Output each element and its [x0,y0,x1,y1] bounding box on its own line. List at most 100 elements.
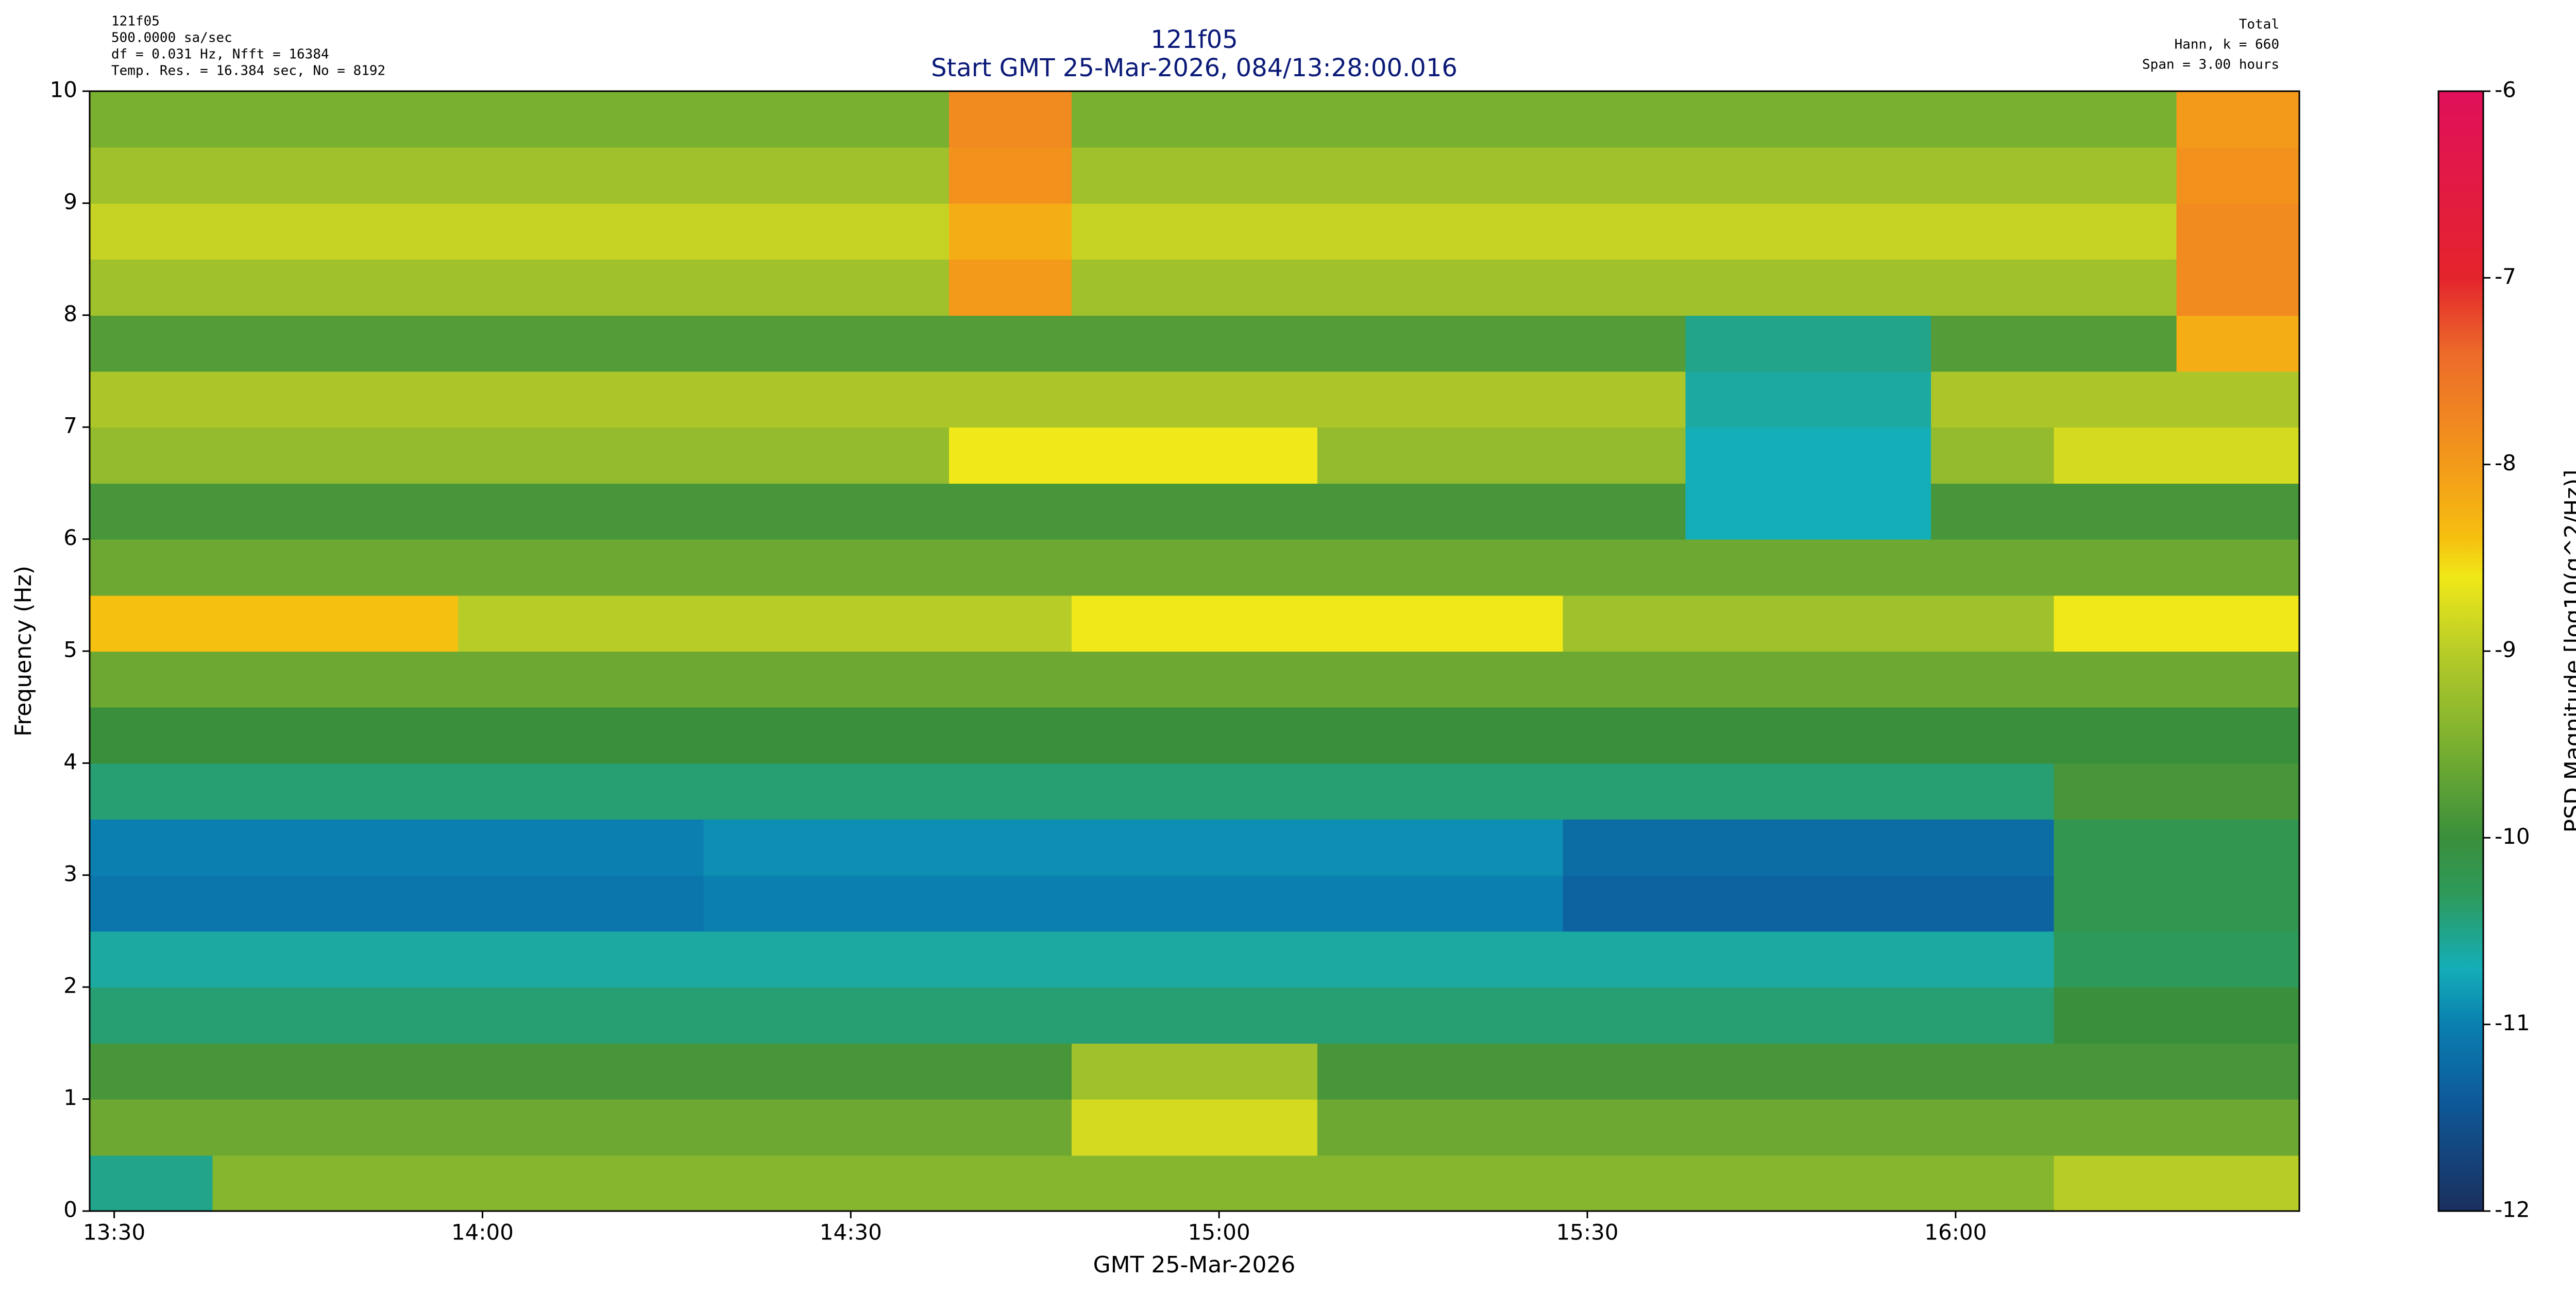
heatmap-cell [1563,1155,1686,1212]
heatmap-cell [703,819,827,876]
heatmap-cell [1317,987,1441,1044]
heatmap-cell [2176,147,2300,204]
heatmap-cell [2176,427,2300,484]
heatmap-cell [335,1155,459,1212]
heatmap-cell [1931,315,2055,372]
heatmap-cell [1808,987,1932,1044]
y-axis-label: Frequency (Hz) [10,566,37,737]
heatmap-cell [1072,707,1195,764]
heatmap-cell [1317,595,1441,652]
heatmap-cell [1194,707,1318,764]
heatmap-cell [457,483,582,540]
heatmap-cell [581,203,704,260]
heatmap-cell [1931,147,2055,204]
heatmap-cell [212,707,336,764]
heatmap-cell [581,147,704,204]
heatmap-cell [2054,707,2177,764]
heatmap-cell [457,1043,582,1100]
heatmap-cell [2176,539,2300,596]
x-tick-label: 13:30 [83,1220,145,1245]
heatmap-cell [1563,987,1686,1044]
heatmap-cell [581,819,704,876]
heatmap-cell [1931,707,2055,764]
heatmap-cell [1685,539,1809,596]
heatmap-cell [90,427,213,484]
heatmap-cell [1931,91,2055,148]
heatmap-cell [1685,651,1809,708]
heatmap-cell [1931,595,2055,652]
heatmap-cell [1808,483,1932,540]
heatmap-cell [1440,651,1564,708]
colorbar [2437,90,2484,1212]
heatmap-cell [581,483,704,540]
heatmap-cell [1563,763,1686,820]
heatmap-cell [2176,259,2300,316]
heatmap-cell [1317,259,1441,316]
heatmap-cell [457,371,582,428]
heatmap-cell [335,1099,459,1156]
heatmap-cell [457,595,582,652]
heatmap-cell [703,1099,827,1156]
heatmap-cell [1194,595,1318,652]
info-note: Hann, k = 660 [2175,37,2280,53]
heatmap-cell [581,539,704,596]
heatmap-cell [948,875,1073,932]
heatmap-cell [581,595,704,652]
heatmap-cell [1931,1043,2055,1100]
heatmap-cell [703,1155,827,1212]
heatmap-cell [90,1155,213,1212]
heatmap-cell [1931,1155,2055,1212]
x-tick-label: 15:30 [1556,1220,1618,1245]
heatmap-cell [581,91,704,148]
heatmap-cell [335,91,459,148]
heatmap-cell [457,819,582,876]
heatmap-cell [1317,147,1441,204]
info-note: Total [2239,17,2279,32]
heatmap-cell [212,763,336,820]
heatmap-cell [1072,763,1195,820]
heatmap-cell [1317,1043,1441,1100]
heatmap-cell [1563,203,1686,260]
heatmap-cell [457,651,582,708]
heatmap-cell [1317,1155,1441,1212]
y-tick-label: 8 [63,301,77,326]
heatmap-cell [2176,987,2300,1044]
heatmap-cell [212,1043,336,1100]
heatmap-cell [90,1099,213,1156]
heatmap-cell [457,539,582,596]
heatmap-cell [1440,203,1564,260]
heatmap-cell [1072,427,1195,484]
heatmap-cell [1194,483,1318,540]
heatmap-cell [948,1155,1073,1212]
heatmap-cell [212,483,336,540]
heatmap-cell [1931,371,2055,428]
heatmap-cell [1440,427,1564,484]
heatmap-cell [90,539,213,596]
heatmap-cell [703,875,827,932]
heatmap-cell [2054,931,2177,988]
heatmap-cell [457,203,582,260]
heatmap-cell [457,315,582,372]
heatmap-cell [581,427,704,484]
heatmap-cell [826,371,950,428]
heatmap-cell [1931,483,2055,540]
heatmap-cell [703,147,827,204]
heatmap-cell [1194,371,1318,428]
heatmap-cell [2054,875,2177,932]
heatmap-cell [826,595,950,652]
heatmap-cell [2176,91,2300,148]
heatmap-cell [90,91,213,148]
heatmap-cell [212,315,336,372]
heatmap-cell [1931,651,2055,708]
heatmap-cell [1563,651,1686,708]
heatmap-cell [1194,1099,1318,1156]
heatmap-cell [90,147,213,204]
heatmap-cell [1808,371,1932,428]
heatmap-cell [90,987,213,1044]
heatmap-cell [335,539,459,596]
heatmap-cell [826,651,950,708]
heatmap-cell [1685,427,1809,484]
heatmap-cell [335,315,459,372]
heatmap-cell [826,931,950,988]
heatmap-cell [1685,315,1809,372]
